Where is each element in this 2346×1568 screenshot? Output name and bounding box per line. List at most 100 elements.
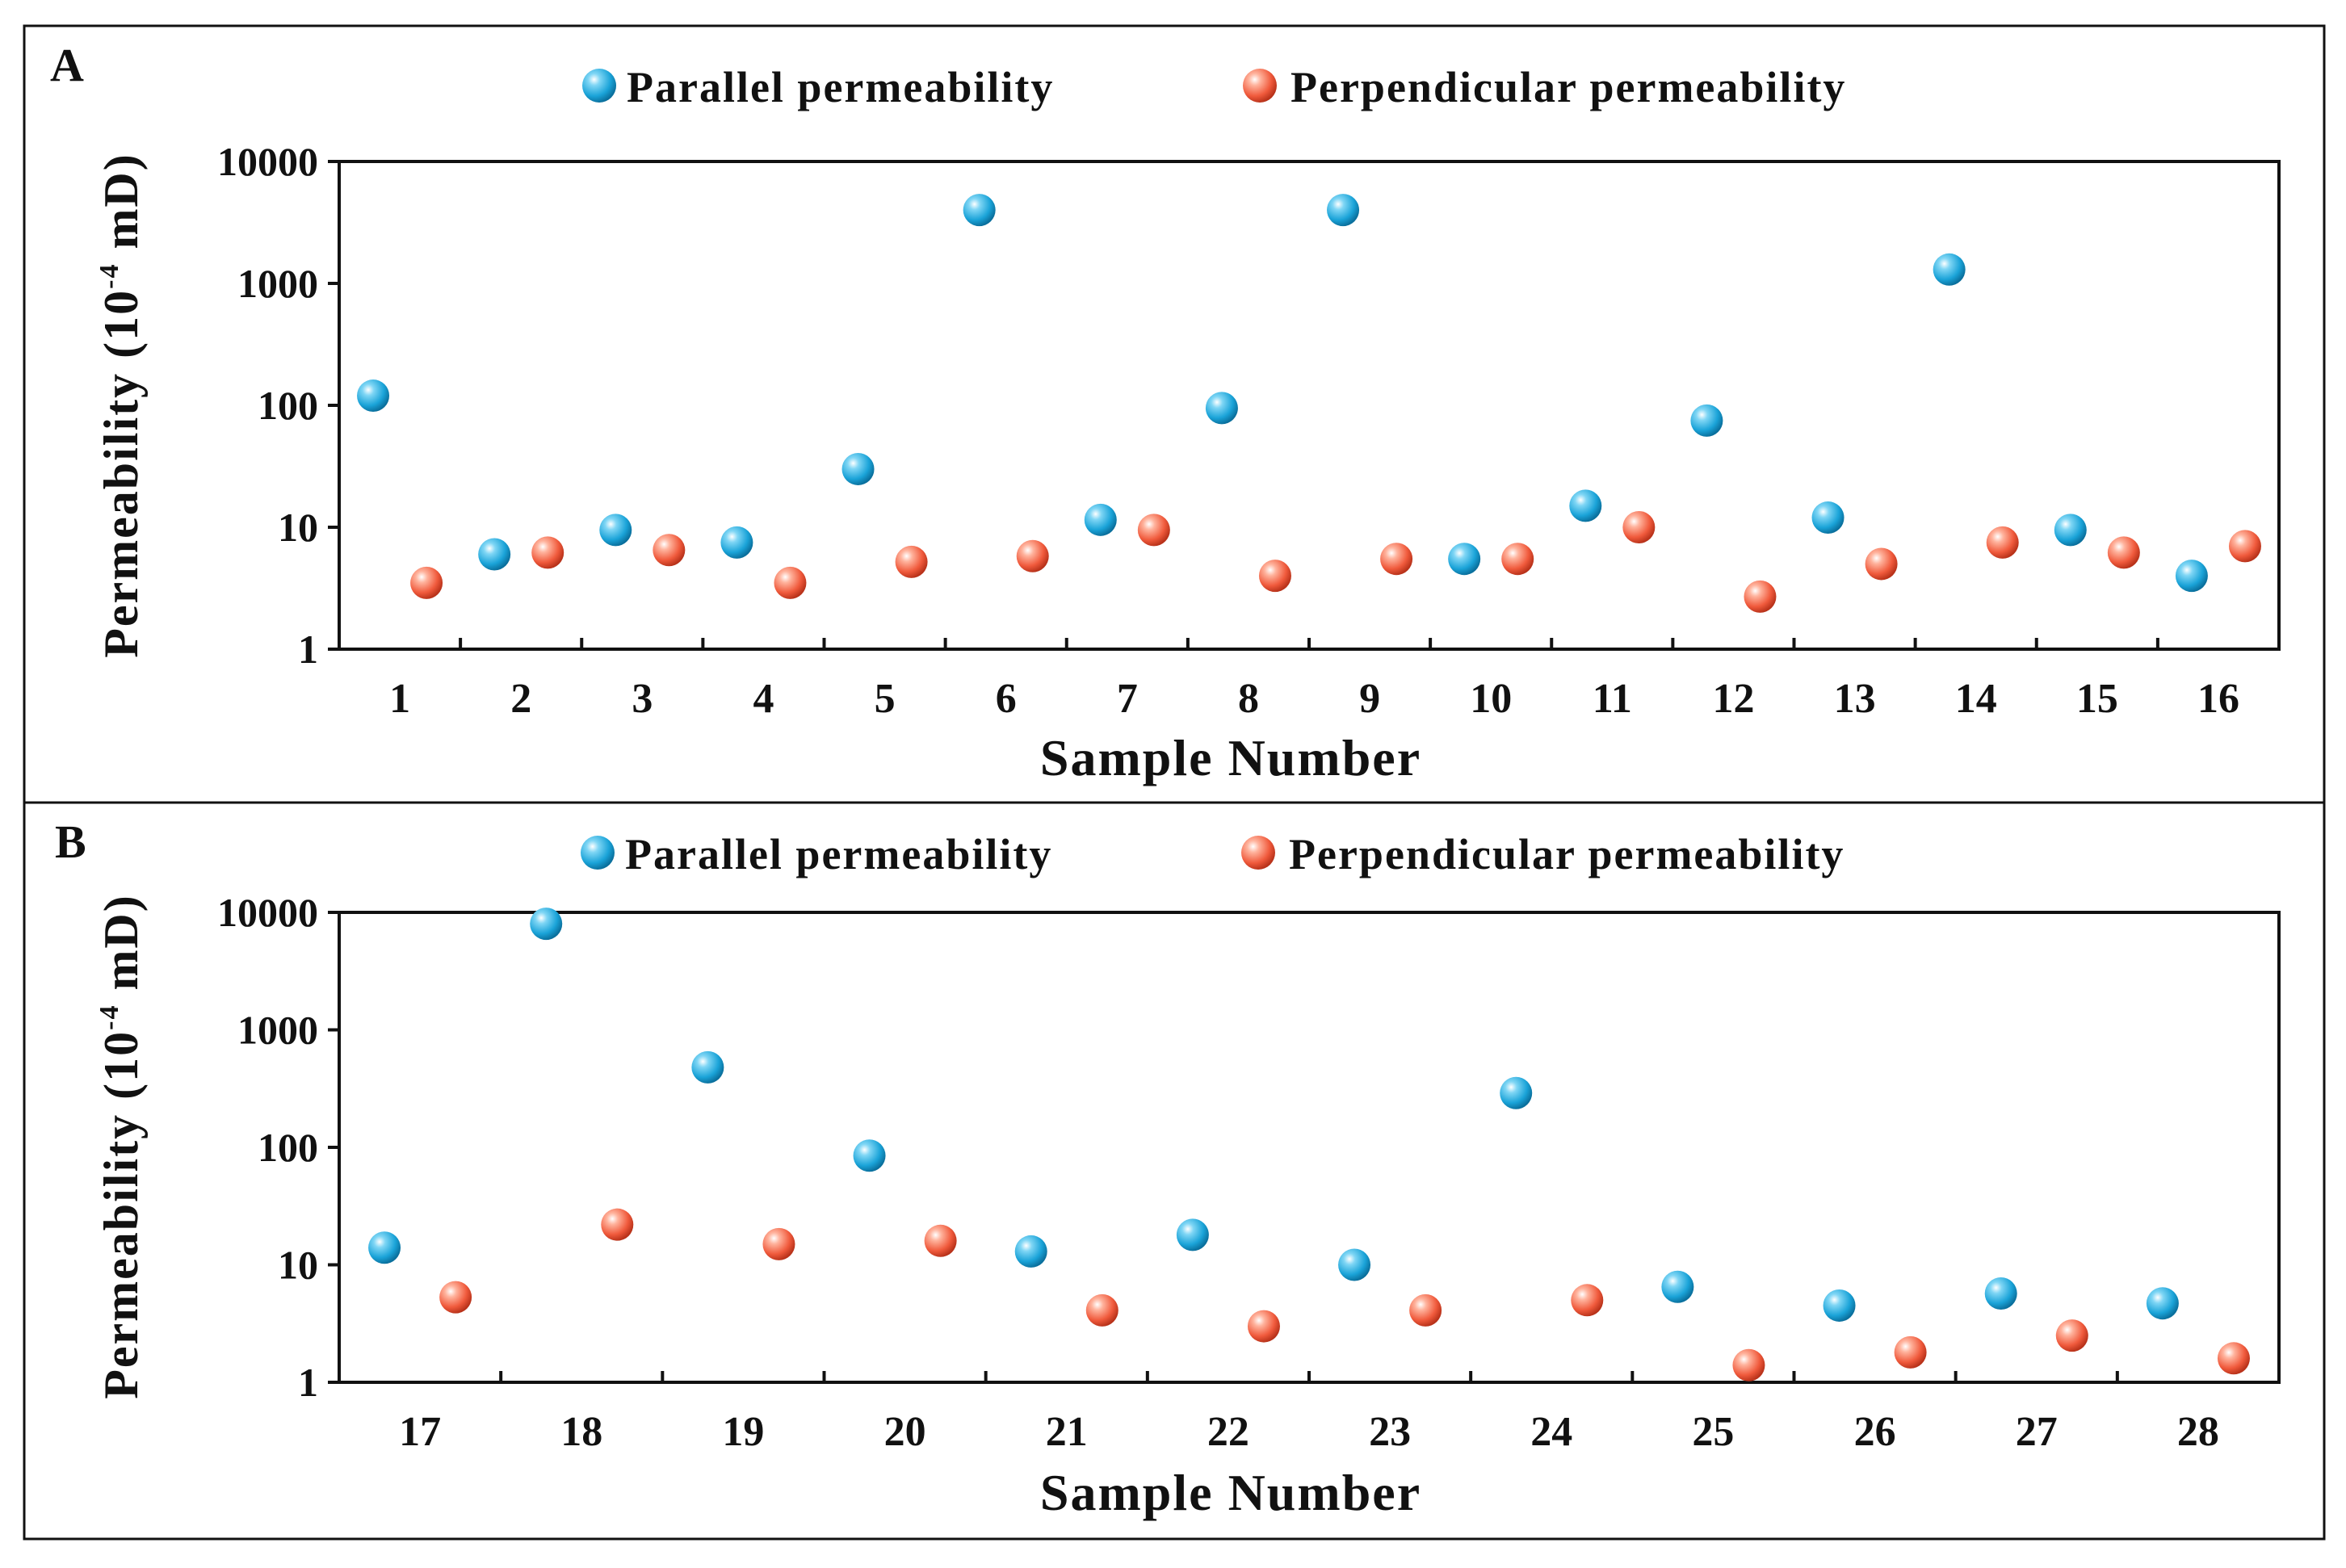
y-tick-label: 10 — [278, 505, 318, 550]
x-tick-label: 21 — [1046, 1409, 1088, 1455]
x-tick-label: 22 — [1207, 1409, 1249, 1455]
x-tick-label: 14 — [1955, 676, 1997, 722]
parallel-point — [1690, 404, 1723, 437]
x-tick-label: 7 — [1117, 676, 1138, 722]
perpendicular-point — [1571, 1284, 1604, 1317]
perpendicular-point — [1085, 1293, 1118, 1327]
x-tick-label: 6 — [996, 676, 1017, 722]
parallel-point — [1569, 489, 1602, 522]
parallel-point — [1823, 1289, 1856, 1322]
parallel-point — [1338, 1248, 1371, 1281]
panel-a-legend: Parallel permeability Perpendicular perm… — [582, 63, 1844, 111]
parallel-point — [853, 1139, 886, 1172]
x-tick-label: 2 — [510, 676, 531, 722]
parallel-point — [357, 379, 390, 413]
parallel-point — [1661, 1270, 1694, 1303]
x-tick-label: 9 — [1359, 676, 1380, 722]
panel-b-y-axis-title: Permeability (10-4 mD) — [94, 894, 148, 1399]
x-tick-label: 18 — [560, 1409, 602, 1455]
y-tick-label: 10 — [278, 1243, 318, 1288]
perpendicular-point — [653, 534, 686, 567]
x-tick-label: 15 — [2076, 676, 2118, 722]
parallel-point — [1933, 253, 1966, 286]
parallel-point — [599, 514, 632, 547]
x-tick-label: 19 — [722, 1409, 764, 1455]
perpendicular-point — [439, 1281, 472, 1314]
y-tick-label: 1000 — [237, 261, 318, 306]
perpendicular-point — [1744, 580, 1777, 613]
panel-a-x-axis: 1 2 3 4 5 6 7 8 9 10 11 12 13 14 15 16 — [389, 638, 2239, 722]
perpendicular-point — [2228, 530, 2261, 563]
panel-a-label: A — [50, 39, 84, 91]
y-tick-label: 100 — [258, 1125, 318, 1170]
y-tick-label: 1 — [298, 1360, 318, 1405]
perpendicular-point — [1622, 511, 1656, 543]
perpendicular-point — [2217, 1342, 2250, 1375]
panel-a-x-axis-title: Sample Number — [1040, 729, 1421, 786]
parallel-point — [841, 452, 875, 485]
panel-a-plot-area — [338, 160, 2281, 651]
x-tick-label: 4 — [753, 676, 774, 722]
x-tick-label: 11 — [1593, 676, 1632, 722]
perpendicular-point — [1732, 1348, 1765, 1381]
panel-b-y-axis: 1 10 100 1000 10000 — [217, 890, 339, 1405]
legend-marker-perpendicular — [1243, 69, 1277, 103]
panel-b-frame — [23, 801, 2326, 1541]
perpendicular-point — [924, 1224, 957, 1257]
panel-b-label: B — [55, 815, 86, 868]
perpendicular-point — [1894, 1335, 1927, 1369]
panel-a-y-axis-title: Permeability (10-4 mD) — [94, 153, 148, 658]
panel-b-x-axis: 17 18 19 20 21 22 23 24 25 26 27 28 — [399, 1371, 2219, 1455]
perpendicular-point — [774, 566, 807, 599]
perpendicular-point — [1016, 539, 1049, 572]
perpendicular-point — [895, 545, 928, 578]
legend-marker-parallel — [582, 69, 616, 103]
panel-a-points — [357, 194, 2261, 613]
x-tick-label: 16 — [2197, 676, 2239, 722]
x-tick-label: 10 — [1470, 676, 1512, 722]
panel-a-y-axis-title-main: Permeability (10 — [94, 289, 148, 658]
parallel-point — [1811, 501, 1844, 535]
panel-a-y-axis-title-sup: -4 — [94, 263, 124, 289]
x-tick-label: 20 — [884, 1409, 926, 1455]
x-tick-label: 24 — [1530, 1409, 1572, 1455]
parallel-point — [720, 526, 753, 559]
parallel-point — [1448, 543, 1481, 576]
parallel-point — [2054, 514, 2087, 547]
perpendicular-point — [2055, 1319, 2088, 1352]
y-tick-label: 10000 — [217, 139, 318, 184]
parallel-point — [1205, 392, 1238, 425]
x-tick-label: 28 — [2177, 1409, 2219, 1455]
panel-b-y-axis-title-unit: mD) — [94, 894, 148, 1004]
x-tick-label: 26 — [1854, 1409, 1896, 1455]
panel-a-y-axis: 1 10 100 1000 10000 — [217, 139, 339, 672]
perpendicular-point — [2107, 536, 2140, 569]
parallel-point — [478, 538, 511, 571]
legend-label-perpendicular: Perpendicular permeability — [1289, 830, 1844, 878]
y-tick-label: 1 — [298, 627, 318, 672]
parallel-point — [2175, 560, 2208, 593]
parallel-point — [1327, 194, 1360, 227]
perpendicular-point — [1258, 560, 1291, 593]
parallel-point — [1014, 1235, 1047, 1268]
parallel-point — [1500, 1076, 1533, 1109]
perpendicular-point — [1986, 526, 2019, 559]
perpendicular-point — [1865, 547, 1898, 581]
legend-label-parallel: Parallel permeability — [625, 830, 1052, 878]
x-tick-label: 17 — [399, 1409, 441, 1455]
panel-a-y-axis-title-unit: mD) — [94, 153, 148, 262]
perpendicular-point — [410, 566, 443, 599]
x-tick-label: 23 — [1369, 1409, 1411, 1455]
y-tick-label: 100 — [258, 383, 318, 428]
panel-b-y-axis-title-sup: -4 — [94, 1004, 124, 1030]
x-tick-label: 8 — [1238, 676, 1259, 722]
x-tick-label: 13 — [1834, 676, 1876, 722]
parallel-point — [1084, 503, 1117, 536]
panel-a: A Parallel permeability Perpendicular pe… — [50, 39, 2281, 786]
parallel-point — [530, 908, 563, 941]
perpendicular-point — [1380, 543, 1413, 576]
parallel-point — [963, 194, 996, 227]
perpendicular-point — [531, 536, 564, 569]
perpendicular-point — [1247, 1310, 1280, 1343]
